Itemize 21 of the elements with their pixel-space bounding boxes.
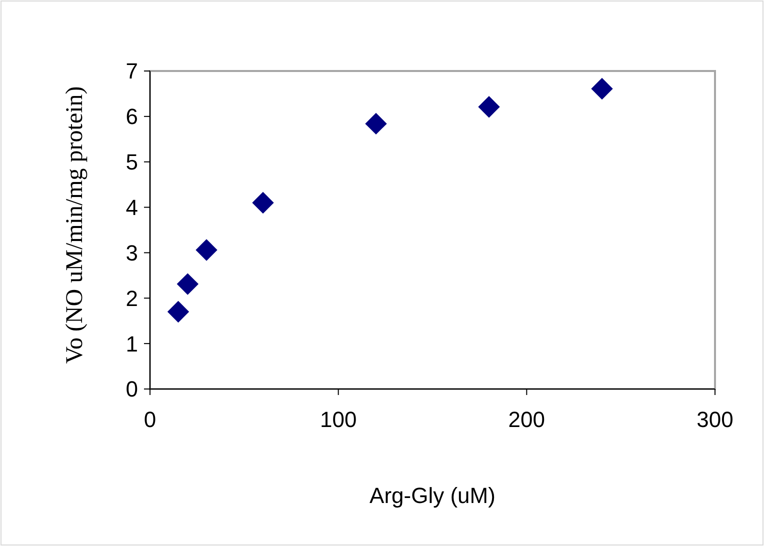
y-tick-label: 5 xyxy=(126,150,138,175)
x-axis-title: Arg-Gly (uM) xyxy=(370,483,496,508)
point xyxy=(365,112,387,135)
y-tick-label: 2 xyxy=(126,286,138,311)
y-tick-label: 1 xyxy=(126,331,138,356)
point xyxy=(196,239,218,261)
y-tick-label: 3 xyxy=(126,240,138,266)
x-tick-label: 200 xyxy=(508,407,546,432)
point xyxy=(167,300,190,323)
point xyxy=(176,273,199,295)
y-tick-label: 4 xyxy=(126,194,138,220)
x-tick-label: 300 xyxy=(696,407,734,432)
point xyxy=(478,96,500,118)
y-tick-label: 6 xyxy=(126,104,138,130)
y-tick-label: 0 xyxy=(126,376,138,402)
point xyxy=(591,78,613,100)
y-tick-label: 7 xyxy=(126,58,138,84)
x-tick-label: 0 xyxy=(144,407,156,432)
y-axis-title: Vo (NO uM/min/mg protein) xyxy=(62,86,88,364)
x-tick-label: 100 xyxy=(320,407,357,432)
point xyxy=(252,192,274,214)
